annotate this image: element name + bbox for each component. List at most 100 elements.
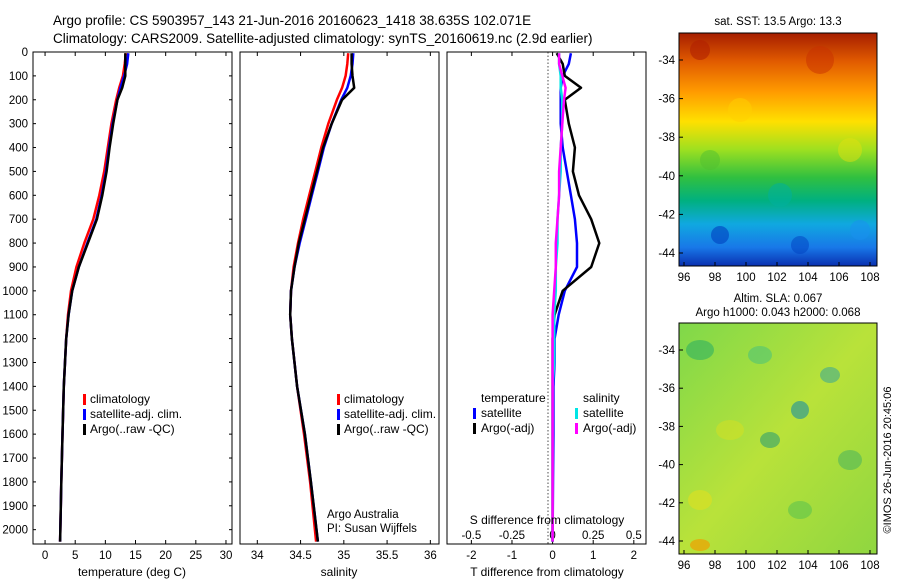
x-tick-label: 36 xyxy=(424,550,437,562)
legend-label-climatology: climatology xyxy=(90,392,150,406)
legend-swatch-sal-argo xyxy=(575,423,578,434)
x-tick-label: 35.5 xyxy=(376,550,398,562)
sla-map-title-2: Argo h1000: 0.043 h2000: 0.068 xyxy=(696,307,861,319)
map-y-tick-label: -42 xyxy=(658,209,675,221)
legend-label-argo: Argo(..raw -QC) xyxy=(344,422,429,436)
header-line-2: Climatology: CARS2009. Satellite-adjuste… xyxy=(53,31,593,46)
x-tick-label: 25 xyxy=(189,550,202,562)
sla-map-texture xyxy=(686,340,862,551)
difference-panel: -2 -1 0 1 2-0.5 -0.25 0 0.25 0.5 S difference fr… xyxy=(446,51,647,579)
legend-header-salinity: salinity xyxy=(583,391,620,405)
x-tick-label: -1 xyxy=(507,550,517,562)
depth-tick-label: 1800 xyxy=(2,477,28,489)
x-top-tick-label: -0.25 xyxy=(499,530,525,542)
map-y-tick-label: -44 xyxy=(658,248,675,260)
x-tick-label: 5 xyxy=(72,550,78,562)
x-tick-label: 34 xyxy=(251,550,264,562)
salinity-difference-label: S difference from climatology xyxy=(470,513,625,527)
depth-tick-label: 2000 xyxy=(2,525,28,537)
map-y-tick-label: -42 xyxy=(658,498,675,510)
depth-tick-label: 200 xyxy=(9,95,28,107)
legend-swatch-sal-satellite xyxy=(575,408,578,419)
depth-tick-label: 1200 xyxy=(2,334,28,346)
legend-swatch-argo xyxy=(337,424,340,435)
depth-tick-label: 1300 xyxy=(2,357,28,369)
x-top-tick-label: 0.5 xyxy=(626,530,642,542)
legend-label-temp-argo: Argo(-adj) xyxy=(481,421,534,435)
depth-tick-label: 400 xyxy=(9,143,28,155)
legend-label-climatology: climatology xyxy=(344,392,404,406)
sst-map-frame xyxy=(678,32,878,267)
legend-swatch-climatology xyxy=(337,394,340,405)
salinity-panel: 34 34.5 35 35.5 36 salinity climatology sate… xyxy=(239,51,440,579)
series-line-3 xyxy=(288,53,356,542)
depth-tick-label: 100 xyxy=(9,71,28,83)
map-y-tick-label: -44 xyxy=(658,536,675,548)
temperature-legend: climatology satellite-adj. clim. Argo(..… xyxy=(83,392,182,436)
legend-label-sal-satellite: satellite xyxy=(583,406,624,420)
map-x-tick-label: 108 xyxy=(860,560,879,572)
depth-tick-label: 300 xyxy=(9,119,28,131)
salinity-axis-label: salinity xyxy=(321,565,358,579)
depth-tick-label: 1500 xyxy=(2,405,28,417)
legend-swatch-temp-satellite xyxy=(473,408,476,419)
sst-map-panel: sat. SST: 13.5 Argo: 13.3 96 98 100 102 104 1… xyxy=(658,16,879,284)
legend-label-satellite: satellite-adj. clim. xyxy=(344,407,436,421)
depth-tick-label: 500 xyxy=(9,166,28,178)
map-y-tick-label: -38 xyxy=(658,132,675,144)
map-x-tick-label: 104 xyxy=(798,560,818,572)
map-x-tick-label: 106 xyxy=(829,272,848,284)
x-tick-label: 20 xyxy=(159,550,172,562)
difference-profiles xyxy=(551,52,601,542)
temperature-axis-label: temperature (deg C) xyxy=(78,565,186,579)
map-x-tick-label: 102 xyxy=(767,272,786,284)
map-x-tick-label: 106 xyxy=(829,560,848,572)
salinity-profiles xyxy=(288,53,356,542)
legend-swatch-argo xyxy=(83,424,86,435)
depth-tick-label: 1000 xyxy=(2,286,28,298)
temperature-profiles xyxy=(58,53,130,542)
map-y-tick-label: -34 xyxy=(658,345,675,357)
depth-tick-label: 1100 xyxy=(3,310,28,322)
sla-map-panel: Altim. SLA: 0.067 Argo h1000: 0.043 h200… xyxy=(658,293,879,572)
salinity-legend: climatology satellite-adj. clim. Argo(..… xyxy=(337,392,436,436)
legend-label-temp-satellite: satellite xyxy=(481,406,522,420)
depth-tick-label: 1400 xyxy=(2,381,28,393)
map-x-tick-label: 102 xyxy=(767,560,786,572)
depth-tick-label: 900 xyxy=(9,262,28,274)
temperature-axes-frame xyxy=(32,51,233,545)
legend-label-argo: Argo(..raw -QC) xyxy=(90,422,175,436)
x-tick-label: 0 xyxy=(42,550,48,562)
x-tick-label: 1 xyxy=(590,550,596,562)
series-line-3 xyxy=(58,53,127,542)
x-tick-label: 30 xyxy=(220,550,233,562)
map-y-tick-label: -36 xyxy=(658,383,675,395)
legend-label-satellite: satellite-adj. clim. xyxy=(90,407,182,421)
credit-line-2: PI: Susan Wijffels xyxy=(327,523,417,535)
legend-swatch-temp-argo xyxy=(473,423,476,434)
depth-tick-label: 1600 xyxy=(2,429,28,441)
legend-swatch-climatology xyxy=(83,394,86,405)
x-tick-label: 15 xyxy=(129,550,142,562)
x-tick-label: 35 xyxy=(337,550,350,562)
map-x-tick-label: 100 xyxy=(736,272,755,284)
x-top-tick-label: -0.5 xyxy=(461,530,481,542)
header-line-1: Argo profile: CS 5903957_143 21-Jun-2016… xyxy=(53,13,531,28)
legend-swatch-satellite xyxy=(83,409,86,420)
difference-axes-frame xyxy=(446,51,647,545)
legend-label-sal-argo: Argo(-adj) xyxy=(583,421,636,435)
salinity-axes-frame xyxy=(239,51,440,545)
depth-tick-label: 700 xyxy=(9,214,28,226)
sla-map-title-1: Altim. SLA: 0.067 xyxy=(734,293,823,305)
map-y-tick-label: -34 xyxy=(658,55,675,67)
map-y-tick-label: -40 xyxy=(658,171,675,183)
sla-map-frame xyxy=(678,322,878,555)
x-tick-label: 34.5 xyxy=(289,550,311,562)
sst-map-axes: 96 98 100 102 104 106 108 -34 -36 -38 -40 -42 -44 xyxy=(658,55,879,284)
difference-legend: temperature salinity satellite Argo(-adj… xyxy=(473,391,636,435)
imos-timestamp: ©IMOS 26-Jun-2016 20:45:06 xyxy=(882,387,894,534)
map-x-tick-label: 96 xyxy=(678,560,691,572)
map-x-tick-label: 104 xyxy=(798,272,818,284)
x-tick-label: 0 xyxy=(549,550,555,562)
